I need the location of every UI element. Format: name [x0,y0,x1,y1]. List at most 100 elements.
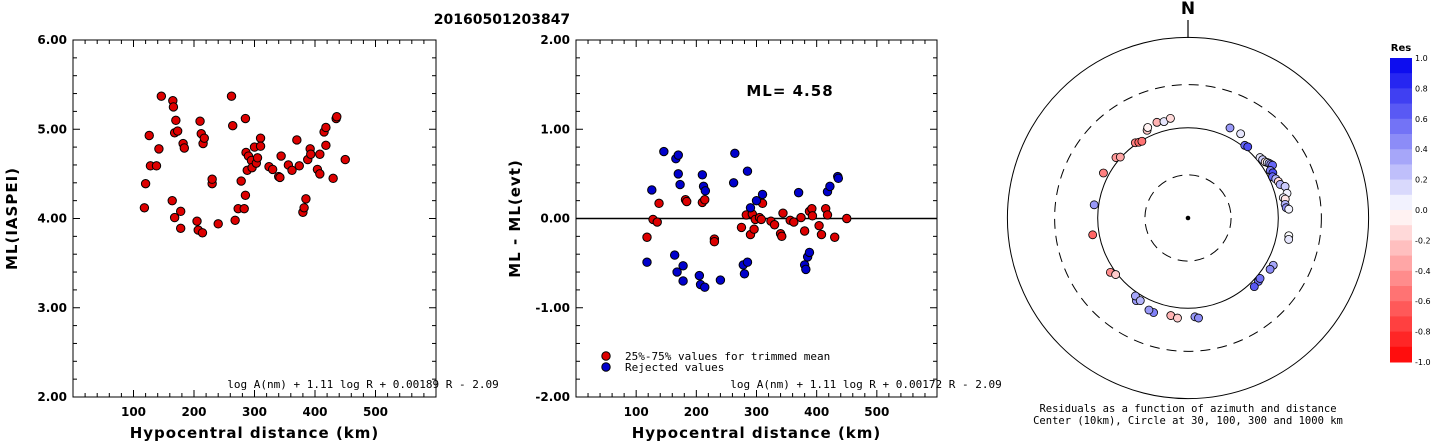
x-axis-label: Hypocentral distance (km) [632,424,882,441]
distance-ring [1054,84,1322,352]
ml-annotation: ML= 4.58 [746,82,833,100]
data-point [315,169,325,179]
data-point [678,261,688,271]
distance-ring [1144,174,1232,262]
residual-point [1173,313,1182,323]
y-tick-label: 2.00 [540,33,570,47]
colorbar-segment [1390,240,1412,257]
data-point [175,206,186,217]
data-point [240,190,251,200]
residual-point [1255,274,1265,283]
data-point [255,133,266,143]
data-point [197,228,208,238]
x-tick-label: 500 [864,405,889,419]
legend-label: Rejected values [625,361,724,374]
formula-text: log A(nm) + 1.11 log R + 0.00189 R - 2.0… [227,378,499,391]
data-point [673,169,683,179]
data-point [801,264,811,275]
data-point [151,161,162,171]
left-plot: 2.00 3.00 4.00 5.00 6.00 100 200 300 400 500 Hypoc… [3,33,499,441]
colorbar-tick-label: 0.6 [1415,115,1428,124]
data-point [175,223,186,234]
x-tick-label: 300 [744,405,769,419]
data-point [192,216,202,226]
data-point [140,178,151,189]
center-point [1185,215,1191,221]
colorbar-segment [1390,58,1412,74]
data-point [659,146,669,157]
data-point [236,176,246,186]
x-tick-label: 200 [181,405,206,419]
y-tick-label: 1.00 [540,122,570,136]
y-tick-label: 0.00 [540,212,570,226]
data-point [275,172,285,183]
data-point [673,150,683,160]
data-point [642,232,652,242]
data-point [700,195,710,205]
data-point [299,203,309,213]
y-axis-label: ML(IASPEI) [3,167,21,270]
data-point [144,130,154,141]
residual-point [1143,123,1153,132]
data-point [756,214,767,225]
data-point [168,102,179,112]
x-tick-label: 200 [684,405,709,419]
colorbar-segment [1390,301,1412,317]
colorbar-segment [1390,194,1412,211]
residual-point [1236,129,1246,139]
residual-point [1194,313,1203,323]
residual-point [1111,270,1121,279]
colorbar-segment [1390,225,1412,241]
data-point [825,181,835,192]
data-point [315,149,325,159]
colorbar-segment [1390,331,1412,348]
data-point [736,222,747,233]
residual-point [1089,200,1099,210]
y-tick-label: -1.00 [535,301,570,315]
data-point [675,179,685,190]
x-tick-label: 500 [363,405,388,419]
y-tick-label: 6.00 [37,33,67,47]
residual-point [1088,230,1098,240]
colorbar-segment [1390,73,1412,89]
data-point [697,170,708,180]
figure-title: 20160501203847 [434,12,570,28]
colorbar-tick-label: 0.4 [1415,145,1428,154]
residual-point [1115,152,1125,162]
residual-point [1284,235,1294,244]
residual-point [1137,136,1147,146]
data-point [172,126,183,136]
colorbar-segment [1390,346,1412,363]
colorbar-tick-label: -0.6 [1415,297,1431,306]
x-tick-label: 300 [242,405,267,419]
colorbar-segment [1390,316,1412,333]
data-point [822,210,833,220]
data-point [294,161,304,171]
residual-point [1099,168,1108,178]
colorbar-tick-label: -1.0 [1415,358,1431,367]
distance-ring [1006,36,1370,400]
north-label: N [1181,0,1195,19]
data-point [321,122,331,133]
y-axis-label: ML - ML(evt) [506,159,524,277]
data-point [830,232,840,242]
x-tick-label: 100 [121,405,146,419]
data-point [672,267,682,277]
data-point [267,164,278,175]
data-point [833,173,844,184]
caption-line-2: Center (10km), Circle at 30, 100, 300 an… [1033,415,1343,427]
plot-frame [72,39,437,398]
caption-line-1: Residuals as a function of azimuth and d… [1039,403,1336,415]
data-point [328,173,338,184]
y-tick-label: 5.00 [37,122,67,136]
residual-point [1166,113,1175,123]
data-point [332,112,342,122]
data-point [340,154,350,165]
colorbar-segment [1390,88,1412,105]
data-point [814,220,824,231]
distance-ring [1097,127,1279,309]
data-point [199,133,209,143]
y-tick-label: -2.00 [535,390,570,404]
data-point [647,185,657,195]
